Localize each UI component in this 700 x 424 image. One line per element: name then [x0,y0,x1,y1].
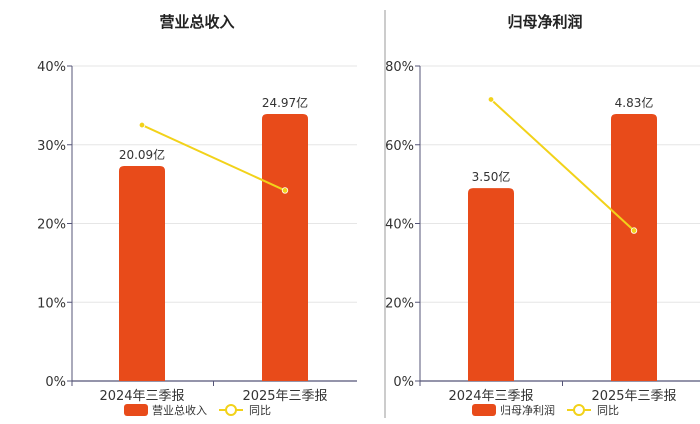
bar [119,166,165,381]
series-line [141,124,286,192]
y-tick-label: 40% [37,60,66,75]
line-point [630,227,638,234]
legend-bar-label: 营业总收入 [152,403,207,417]
bar-data-label: 4.83亿 [615,95,654,110]
x-tick-label: 2025年三季报 [242,389,327,404]
legend-bar-swatch [124,404,148,416]
y-tick-label: 80% [385,60,414,75]
chart-panel-2: 归母净利润 0% 20% 40% 60% 80% 2024年三季报 2025年三季报 3.50亿… [385,13,700,417]
legend-line-label: 同比 [249,404,271,417]
bar [468,188,514,381]
y-tick-label: 10% [37,296,66,311]
y-tick-label: 60% [385,139,414,154]
chart-title: 营业总收入 [159,13,234,31]
line-point [281,187,289,194]
chart-panel-1: 营业总收入 0% 10% 20% 30% 40% 2024年三季报 2025年三季报 20.09… [37,13,357,417]
line-point [487,96,495,103]
y-tick-label: 40% [385,218,414,233]
bar-data-label: 20.09亿 [119,147,165,162]
bar-data-label: 24.97亿 [262,95,308,110]
y-tick-label: 0% [45,375,66,390]
legend-line-label: 同比 [597,404,619,417]
legend-bar-swatch [472,404,496,416]
series-line [490,98,635,232]
x-tick-label: 2024年三季报 [448,389,533,404]
line-point [138,121,146,129]
y-tick-label: 30% [37,139,66,154]
legend-line-marker [225,404,237,416]
x-tick-label: 2025年三季报 [591,389,676,404]
x-tick-label: 2024年三季报 [99,389,184,404]
bar [262,114,308,381]
y-tick-label: 0% [393,375,414,390]
bar [611,114,657,381]
bar-data-label: 3.50亿 [472,169,511,184]
legend-bar-label: 归母净利润 [500,403,555,417]
y-tick-label: 20% [37,218,66,233]
y-tick-label: 20% [385,296,414,311]
legend-line-marker [573,404,585,416]
chart-title: 归母净利润 [507,13,582,31]
